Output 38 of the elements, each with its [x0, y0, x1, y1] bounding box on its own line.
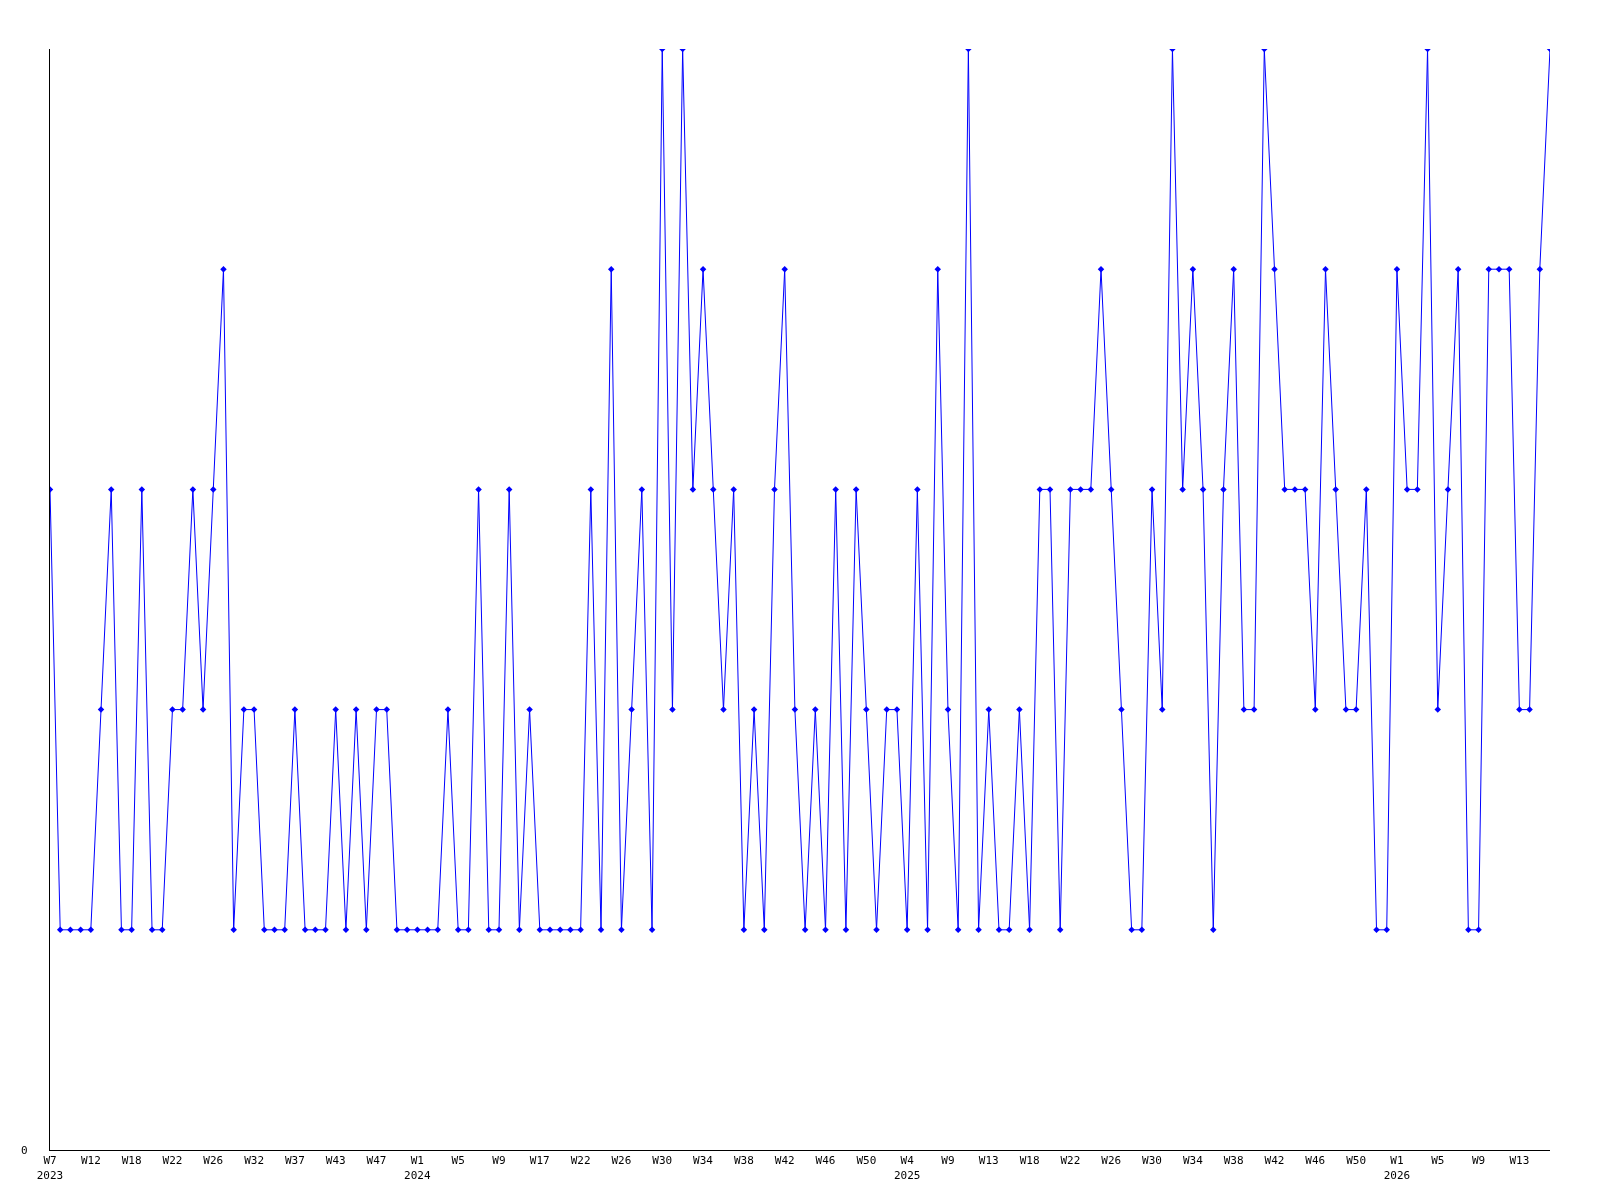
x-tick-label: W18: [1019, 1154, 1040, 1168]
x-tick-label: W30: [652, 1154, 673, 1168]
x-tick-label: W46: [815, 1154, 836, 1168]
x-tick-label: W1 2026: [1383, 1154, 1411, 1182]
x-tick-label: W5: [451, 1154, 465, 1168]
x-tick-label: W9: [1471, 1154, 1486, 1168]
text: 0: [21, 1144, 28, 1157]
x-tick-label: W13: [1509, 1154, 1530, 1168]
x-tick-label: W38: [733, 1154, 754, 1168]
x-tick-label: W32: [244, 1154, 265, 1168]
x-tick-label: W42: [774, 1154, 795, 1168]
x-tick-label: W37: [284, 1154, 305, 1168]
x-tick-label: W22: [162, 1154, 183, 1168]
x-tick-label: W30: [1142, 1154, 1162, 1168]
x-tick-label: W43: [325, 1154, 346, 1168]
x-tick-label: W17: [529, 1154, 550, 1168]
x-tick-label: W7 2023: [36, 1154, 64, 1182]
x-tick-label: W47: [366, 1154, 387, 1168]
x-tick-label: W9: [492, 1154, 506, 1168]
x-tick-label: W26: [611, 1154, 632, 1168]
x-tick-label: W9: [941, 1154, 955, 1168]
x-tick-label: W26: [1101, 1154, 1122, 1168]
x-tick-label: W4 2025: [893, 1154, 921, 1182]
x-tick-label: W22: [1060, 1154, 1081, 1168]
x-tick-label: W26: [203, 1154, 224, 1168]
x-tick-label: W5: [1431, 1154, 1445, 1168]
x-tick-label: W46: [1305, 1154, 1326, 1168]
x-tick-label: W1 2024: [404, 1154, 431, 1182]
x-tick-label: W42: [1264, 1154, 1285, 1168]
x-tick-label: W22: [570, 1154, 591, 1168]
x-tick-label: W50: [856, 1154, 877, 1168]
x-tick-label: W38: [1223, 1154, 1244, 1168]
x-tick-label: W12: [80, 1154, 101, 1168]
x-tick-label: W34: [693, 1154, 714, 1168]
x-tick-label: W50: [1346, 1154, 1367, 1168]
x-tick-label: W13: [978, 1154, 999, 1168]
x-tick-label: W34: [1182, 1154, 1204, 1168]
x-tick-label: W18: [121, 1154, 142, 1168]
